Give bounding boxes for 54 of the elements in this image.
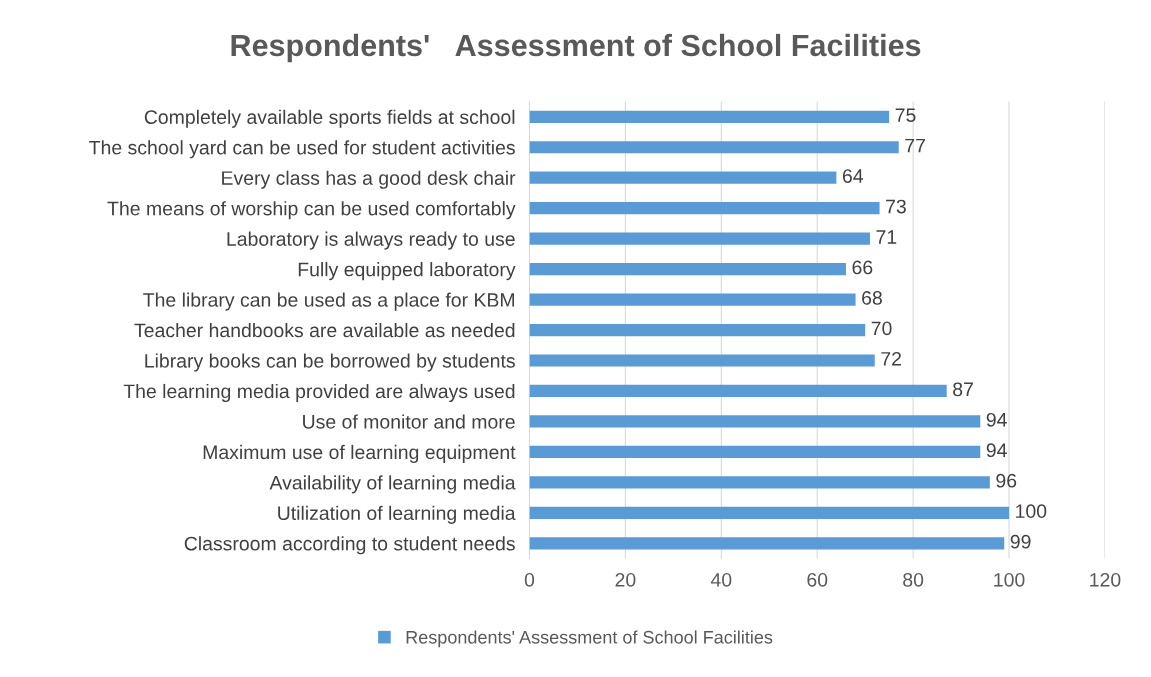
y-tick-label: Use of monitor and more	[303, 414, 515, 429]
bar	[529, 202, 880, 215]
data-label: 72	[881, 351, 901, 366]
x-tick-label: 120	[1090, 572, 1121, 587]
bar	[529, 506, 1010, 519]
y-tick-label: The school yard can be used for student activities	[89, 140, 515, 159]
y-tick-label: Utilization of learning media	[278, 505, 516, 524]
data-label: 71	[876, 230, 897, 244]
bar	[529, 171, 837, 184]
y-tick-label: Maximum use of learning equipment	[203, 444, 516, 463]
data-label: 64	[842, 169, 864, 183]
data-label: 66	[852, 260, 873, 275]
bar	[529, 110, 890, 123]
y-tick-label: The learning media provided are always used	[123, 383, 515, 403]
bar	[529, 445, 981, 458]
y-tick-label: Every class has a good desk chair	[222, 170, 516, 189]
data-label: 77	[905, 138, 925, 153]
y-tick-label: The means of worship can be used comfortably	[107, 201, 516, 220]
x-tick-label: 40	[710, 572, 732, 587]
bar	[529, 232, 870, 245]
bar	[529, 476, 990, 489]
data-label: 68	[862, 291, 882, 305]
data-label: 73	[886, 199, 906, 214]
x-tick-label: 80	[903, 572, 924, 587]
data-label: 94	[986, 443, 1007, 458]
bar	[529, 384, 947, 398]
y-tick-label: Classroom according to student needs	[184, 536, 515, 555]
bar	[529, 141, 899, 154]
data-label: 94	[986, 412, 1007, 427]
x-tick-label: 0	[524, 572, 535, 587]
chart-title: Respondents' Assessment of School Facilities	[231, 33, 921, 63]
bar	[529, 323, 866, 337]
bar	[529, 537, 1005, 550]
y-tick-label: Laboratory is always ready to use	[227, 231, 515, 250]
data-label: 87	[953, 382, 973, 397]
data-label: 100	[1016, 504, 1047, 519]
y-tick-label: Teacher handbooks are available as needed	[134, 322, 515, 338]
x-tick-label: 20	[615, 572, 636, 587]
bar	[529, 415, 981, 428]
bar	[529, 263, 846, 276]
legend-label: Respondents' Assessment of School Facilities	[406, 630, 773, 648]
y-tick-label: Availability of learning media	[269, 475, 516, 494]
data-label: 99	[1010, 534, 1031, 549]
y-tick-label: The library can be used as a place for KBM	[143, 292, 514, 311]
x-tick-label: 100	[994, 572, 1025, 587]
y-tick-label: Completely available sports fields at school	[144, 109, 515, 128]
data-label: 70	[871, 321, 892, 336]
y-tick-label: Library books can be borrowed by students	[145, 353, 515, 372]
data-label: 96	[996, 473, 1017, 488]
data-label: 75	[895, 108, 916, 122]
bar	[529, 293, 856, 306]
x-tick-label: 60	[807, 572, 828, 587]
bar	[529, 354, 875, 367]
y-tick-label: Fully equipped laboratory	[298, 262, 516, 281]
